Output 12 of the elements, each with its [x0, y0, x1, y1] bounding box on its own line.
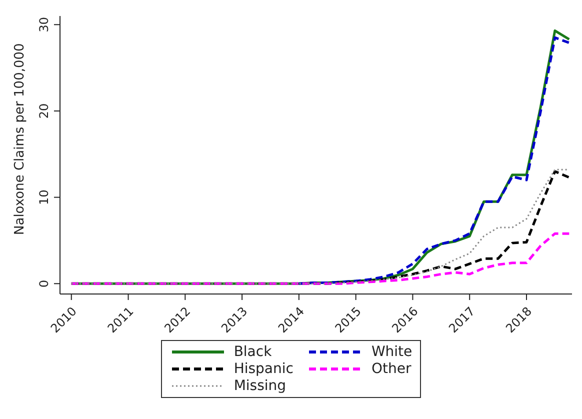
y-tick-label: 20	[37, 103, 51, 119]
legend-label: Hispanic	[234, 361, 294, 377]
legend-label: White	[371, 344, 412, 360]
y-axis-title: Naloxone Claims per 100,000	[12, 43, 28, 235]
y-tick-label: 10	[37, 190, 51, 205]
y-tick-label: 30	[37, 16, 51, 32]
line-series	[70, 232, 570, 285]
y-tick-label: 0	[37, 280, 51, 288]
legend-label: Black	[234, 344, 272, 360]
legend-label: Missing	[234, 378, 286, 394]
line-series	[298, 36, 570, 285]
legend-label: Other	[371, 361, 412, 377]
